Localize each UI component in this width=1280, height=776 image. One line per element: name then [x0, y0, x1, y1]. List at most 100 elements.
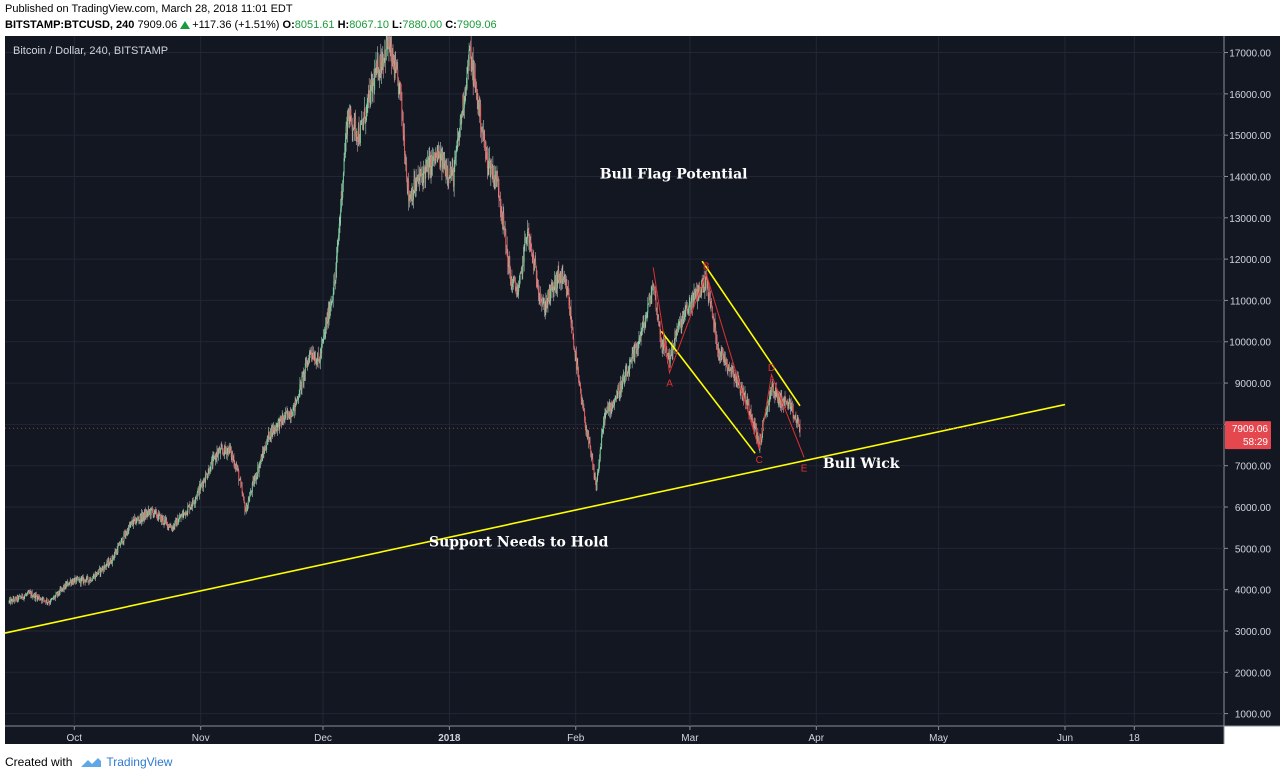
candle-body [55, 593, 57, 597]
candle-body [448, 178, 450, 179]
candle-body [688, 307, 690, 314]
candle-body [521, 267, 523, 274]
candle-body [161, 516, 163, 521]
candle-body [592, 458, 594, 465]
candle-body [296, 398, 298, 400]
candle-body [357, 138, 359, 142]
candle-body [775, 387, 777, 397]
candle-body [690, 301, 692, 310]
candle-body [152, 511, 154, 516]
price-chart[interactable]: A B C D E Bull Flag Potential Support Needs t… [0, 36, 1280, 744]
candle-body [643, 320, 645, 324]
candle-body [675, 331, 677, 339]
candle-body [482, 131, 484, 135]
candle-body [681, 318, 683, 330]
candle-body [259, 462, 261, 467]
candle-body [148, 509, 150, 513]
candle-body [139, 515, 141, 521]
candle-body [77, 577, 79, 580]
candle-body [270, 428, 272, 437]
candle-body [105, 565, 107, 567]
candle-body [266, 444, 268, 450]
candle-body [561, 275, 562, 283]
candle-body [353, 128, 355, 131]
candle-body [456, 149, 458, 150]
candle-body [361, 121, 363, 124]
candle-body [471, 69, 473, 71]
candle-body [756, 427, 758, 440]
candle-body [300, 381, 302, 385]
candle-body [548, 288, 550, 301]
candle-body [730, 367, 732, 375]
candle-body [413, 179, 415, 194]
candle-body [327, 316, 329, 322]
candle-body [291, 415, 293, 417]
candle-body [24, 594, 26, 596]
candle-body [455, 149, 457, 158]
candle-body [48, 602, 50, 604]
plot-area[interactable] [5, 36, 1224, 726]
candle-body [604, 413, 606, 422]
candle-body [255, 476, 257, 480]
candle-body [745, 393, 747, 405]
candle-body [497, 179, 499, 189]
candle-body [778, 394, 780, 404]
candle-body [599, 459, 601, 464]
candle-body [472, 60, 474, 85]
candle-body [113, 554, 115, 558]
candle-body [641, 329, 643, 331]
candle-body [528, 231, 530, 243]
price-axis-area[interactable] [1224, 36, 1280, 726]
candle-body [542, 302, 544, 306]
candle-body [505, 245, 507, 247]
candle-body [639, 335, 641, 338]
candle-body [513, 278, 515, 280]
candle-body [11, 599, 13, 603]
candle-body [791, 406, 793, 408]
candle-body [44, 600, 46, 602]
candle-body [637, 344, 639, 349]
candle-body [223, 452, 225, 456]
candle-body [171, 527, 173, 530]
candle-body [290, 414, 292, 418]
candle-body [478, 100, 480, 110]
candle-body [236, 466, 238, 468]
candle-body [177, 521, 179, 525]
candle-body [734, 375, 736, 380]
candle-body [667, 354, 668, 356]
candle-body [589, 441, 591, 447]
candle-body [116, 550, 118, 553]
candle-body [181, 514, 183, 517]
candle-body [484, 139, 486, 150]
candle-body [561, 273, 563, 283]
candle-body [429, 157, 431, 175]
candle-body [689, 302, 691, 304]
candle-body [479, 104, 481, 117]
axis-labels: 1000.00 2000.00 3000.00 4000.00 5000.00 6000.… [5, 49, 1271, 744]
candle-body [565, 282, 567, 285]
candle-body [693, 291, 695, 295]
candle-body [550, 285, 552, 301]
candle-body [586, 431, 588, 433]
candle-body [504, 229, 506, 231]
candle-body [295, 400, 297, 405]
candle-body [99, 568, 101, 574]
candle-body [114, 551, 116, 555]
candle-body [629, 360, 631, 365]
candle-body [537, 286, 539, 289]
candle-body [131, 521, 133, 524]
candle-body [215, 455, 217, 459]
tradingview-logo[interactable]: TradingView [80, 755, 172, 769]
candle-body [711, 302, 713, 307]
candle-body [108, 560, 110, 566]
candle-body [758, 442, 760, 449]
time-tick-label: Jun [1057, 733, 1073, 744]
candle-body [498, 188, 500, 197]
candle-body [753, 420, 755, 429]
candle-body [156, 516, 158, 518]
candle-body [315, 357, 317, 364]
candle-body [648, 294, 650, 304]
time-axis-area[interactable] [5, 726, 1224, 744]
candle-body [20, 597, 22, 599]
candle-body [183, 512, 185, 514]
